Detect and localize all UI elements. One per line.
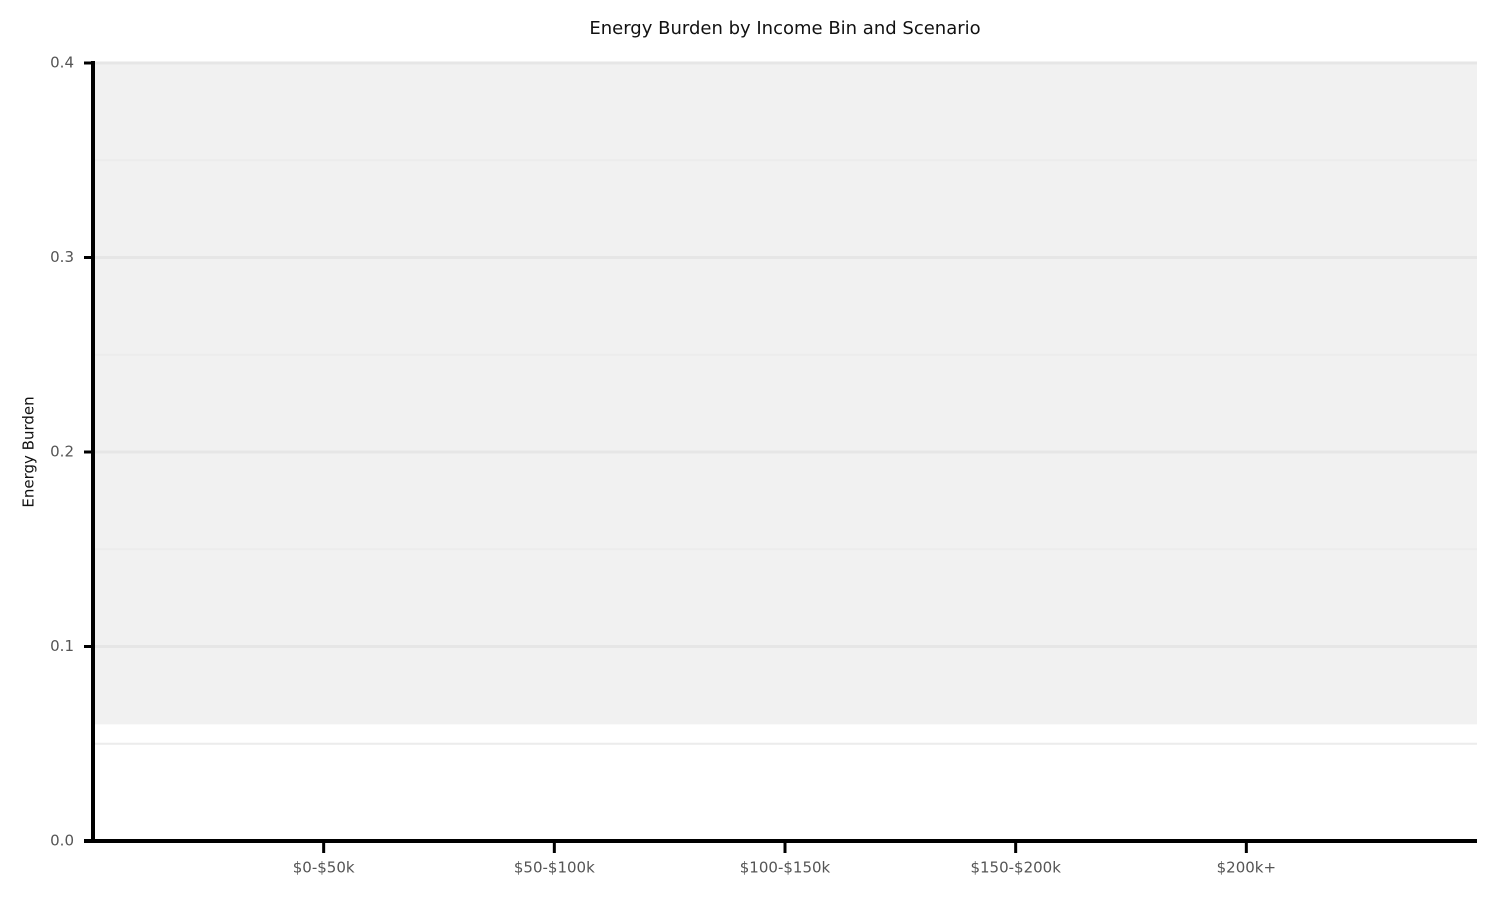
y-tick-label: 0.1 bbox=[50, 637, 74, 655]
x-tick-label: $150-$200k bbox=[970, 859, 1061, 877]
x-tick-label: $100-$150k bbox=[740, 859, 831, 877]
y-tick-label: 0.2 bbox=[50, 443, 74, 461]
x-tick-label: $0-$50k bbox=[293, 859, 355, 877]
x-tick-label: $50-$100k bbox=[514, 859, 595, 877]
y-tick-label: 0.0 bbox=[50, 832, 74, 850]
y-tick-label: 0.3 bbox=[50, 248, 74, 266]
chart-title: Energy Burden by Income Bin and Scenario bbox=[589, 18, 980, 39]
shaded-band bbox=[93, 63, 1477, 725]
y-tick-label: 0.4 bbox=[50, 54, 74, 72]
y-axis-label: Energy Burden bbox=[20, 396, 38, 507]
x-tick-label: $200k+ bbox=[1217, 859, 1276, 877]
